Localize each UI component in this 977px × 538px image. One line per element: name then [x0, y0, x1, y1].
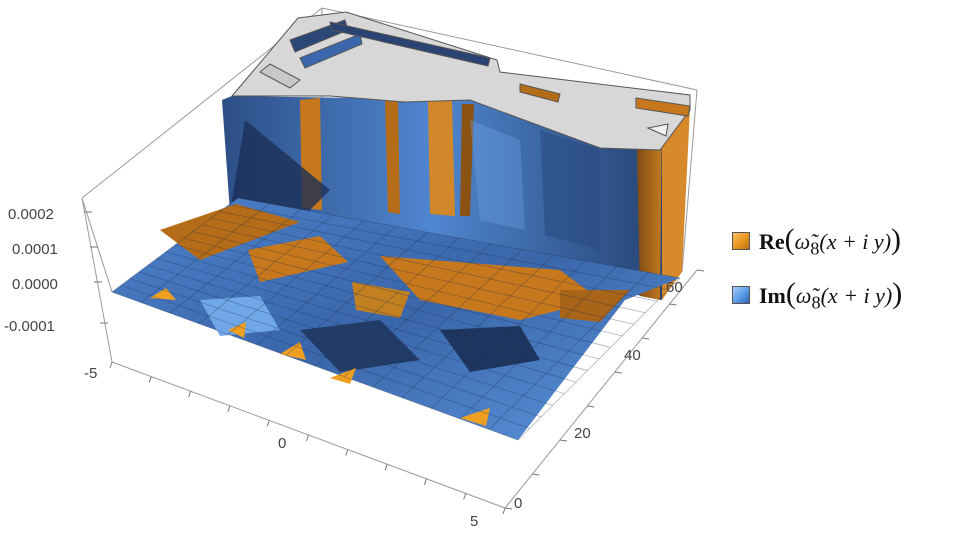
z-tick-label: 0.0001: [12, 241, 58, 258]
surface-mesh: [111, 197, 681, 441]
tick-mark: [345, 449, 349, 456]
tick-mark: [384, 464, 388, 471]
legend: Re(ω̃8(x + i y)) Im(ω̃8(x + i y)): [732, 220, 972, 328]
mesh-line: [111, 291, 519, 441]
mesh-line: [140, 203, 270, 303]
tick-mark: [587, 405, 595, 408]
mesh-line: [228, 204, 669, 290]
mesh-line: [156, 258, 576, 383]
mesh-line: [227, 220, 365, 335]
mesh-line: [237, 197, 681, 279]
x-tick-label: 5: [470, 513, 478, 530]
surface-wall: [222, 96, 690, 300]
tick-mark: [109, 361, 113, 369]
mesh-line: [201, 224, 634, 325]
mesh-line: [111, 197, 239, 293]
legend-label-im: Im(ω̃8(x + i y)): [759, 276, 903, 313]
tick-mark: [614, 371, 622, 374]
z-tick-label: 0.0000: [12, 276, 58, 293]
mesh-line: [192, 231, 623, 337]
tick-mark: [227, 405, 231, 412]
tick-mark: [696, 269, 705, 272]
mesh-line: [430, 260, 586, 409]
z-tick-label: -0.0001: [4, 318, 55, 335]
y-tick-label: 60: [666, 279, 683, 296]
legend-swatch-re: [732, 232, 750, 250]
legend-item-re: Re(ω̃8(x + i y)): [732, 220, 972, 262]
y-axis-ticks: 0 20 40 60: [514, 279, 683, 512]
tick-mark: [502, 507, 506, 515]
y-tick-label: 40: [624, 347, 641, 364]
tick-mark: [532, 473, 540, 476]
mesh-line: [343, 243, 491, 377]
legend-item-im: Im(ω̃8(x + i y)): [732, 274, 972, 316]
mesh-line: [256, 226, 397, 346]
y-tick-label: 20: [574, 425, 591, 442]
mesh-line: [517, 277, 681, 441]
mesh-line: [138, 271, 553, 406]
tick-mark: [188, 391, 192, 398]
tick-mark: [306, 434, 309, 442]
z-axis-ticks: 0.0002 0.0001 0.0000 -0.0001: [4, 206, 58, 335]
mesh-line: [147, 264, 565, 395]
mesh-line: [210, 217, 646, 314]
mesh-line: [169, 209, 302, 314]
mesh-line: [198, 214, 333, 325]
mesh-line: [401, 254, 554, 399]
mesh-line: [372, 249, 523, 388]
tick-mark: [266, 420, 270, 427]
tick-mark: [642, 337, 650, 340]
tick-marks: [84, 211, 705, 515]
x-tick-label: -5: [84, 365, 97, 382]
mesh-line: [174, 244, 600, 360]
x-axis-ticks: -5 0 5: [84, 365, 478, 530]
mesh-line: [285, 231, 428, 356]
mesh-line: [314, 237, 460, 367]
mesh-line: [120, 284, 530, 429]
z-tick-label: 0.0002: [8, 206, 54, 223]
tick-mark: [423, 478, 427, 485]
legend-label-re: Re(ω̃8(x + i y)): [759, 222, 902, 259]
legend-swatch-im: [732, 286, 750, 304]
y-tick-label: 0: [514, 495, 522, 512]
mesh-line: [129, 278, 542, 418]
mesh-line: [459, 266, 618, 420]
tick-mark: [559, 439, 567, 442]
mesh-line: [488, 272, 649, 430]
tick-mark: [148, 376, 152, 383]
x-tick-label: 0: [278, 435, 286, 452]
tick-mark: [463, 493, 467, 500]
mesh-line: [183, 237, 611, 348]
mesh-line: [219, 211, 657, 302]
surface-floor: [112, 198, 680, 440]
tick-mark: [669, 303, 677, 306]
mesh-line: [165, 251, 588, 371]
tick-mark: [504, 507, 513, 510]
clipped-caps: [230, 11, 691, 151]
